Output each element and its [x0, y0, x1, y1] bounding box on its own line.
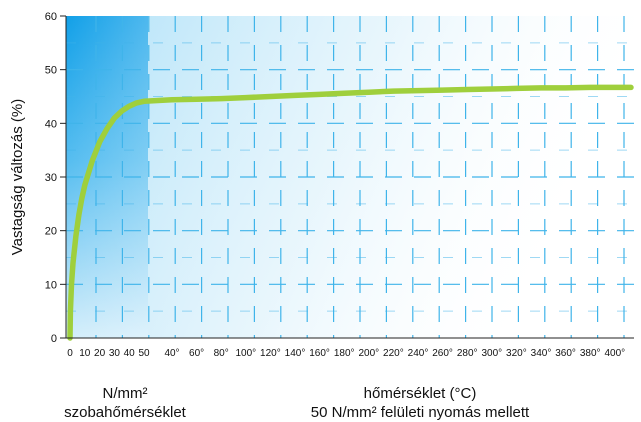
x-ticks: 0 10 20 30 40 50 40° 60° 80° 100° 120° 140° 160° 180°…	[67, 348, 625, 359]
curve-group	[67, 84, 634, 341]
x-tick-label-temperature: 240°	[408, 348, 429, 359]
x-tick-label-temperature: 320°	[506, 348, 527, 359]
y-axis-label: Vastagság változás (%)	[9, 99, 26, 255]
x-tick-label-temperature: 200°	[358, 348, 379, 359]
x-tick-label-temperature: 280°	[457, 348, 478, 359]
x-tick-label-temperature: 140°	[285, 348, 306, 359]
y-tick-label: 40	[45, 118, 57, 130]
pressure-unit-label: N/mm²	[102, 385, 148, 402]
x-tick-label-temperature: 380°	[580, 348, 601, 359]
x-tick-label-pressure: 20	[94, 348, 106, 359]
x-tick-label-pressure: 0	[67, 348, 73, 359]
temperature-unit-label: hőmérséklet (°C)	[363, 385, 477, 402]
x-tick-label-temperature: 360°	[555, 348, 576, 359]
room-temperature-label: szobahőmérséklet	[64, 404, 186, 421]
x-tick-label-temperature: 400°	[604, 348, 625, 359]
x-tick-label-pressure: 30	[109, 348, 121, 359]
x-tick-label-temperature: 80°	[214, 348, 229, 359]
x-tick-label-temperature: 340°	[531, 348, 552, 359]
x-tick-label-temperature: 300°	[481, 348, 502, 359]
x-tick-label-pressure: 50	[138, 348, 150, 359]
y-tick-label: 10	[45, 279, 57, 291]
plot-background	[66, 16, 634, 338]
y-tick-label: 30	[45, 172, 57, 184]
x-axis-label-pressure: N/mm² szobahőmérséklet	[55, 384, 195, 422]
y-tick-label: 50	[45, 65, 57, 77]
x-tick-label-temperature: 60°	[189, 348, 204, 359]
x-tick-label-temperature: 180°	[334, 348, 355, 359]
x-tick-label-pressure: 10	[79, 348, 91, 359]
x-tick-label-temperature: 260°	[432, 348, 453, 359]
y-tick-label: 0	[51, 333, 57, 345]
x-tick-label-temperature: 120°	[260, 348, 281, 359]
pressure-condition-label: 50 N/mm² felületi nyomás mellett	[310, 404, 530, 421]
grid-lines	[66, 16, 634, 338]
x-axis-label-temperature: hőmérséklet (°C) 50 N/mm² felületi nyomá…	[250, 384, 590, 422]
x-tick-label-pressure: 40	[124, 348, 136, 359]
x-tick-label-temperature: 220°	[383, 348, 404, 359]
x-tick-label-temperature: 160°	[309, 348, 330, 359]
y-tick-label: 60	[45, 11, 57, 23]
x-tick-label-temperature: 100°	[235, 348, 256, 359]
y-ticks: 0 10 20 30 40 50 60	[45, 11, 66, 345]
x-tick-label-temperature: 40°	[164, 348, 179, 359]
y-tick-label: 20	[45, 226, 57, 238]
thickness-curve	[67, 84, 634, 341]
